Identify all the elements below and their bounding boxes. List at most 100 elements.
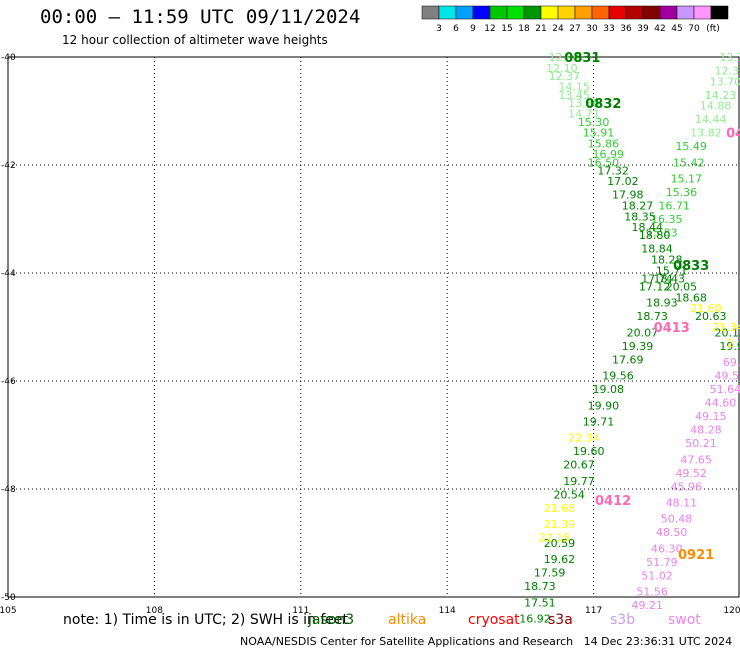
swh-value-label: 19.90 — [588, 399, 620, 412]
colorbar-swatch — [659, 5, 678, 20]
swh-value-label: 19.56 — [602, 370, 634, 383]
swh-value-label: 45.96 — [671, 480, 703, 493]
swh-value-label: 20.05 — [666, 281, 698, 294]
y-tick-label: -46 — [1, 377, 16, 387]
colorbar-tick-label: 21 — [535, 24, 546, 34]
pass-time-label: 0921 — [678, 548, 714, 563]
swh-value-label: 46.30 — [651, 542, 683, 555]
swh-value-label: 15.71 — [656, 264, 688, 277]
swh-value-label: 17.74 — [641, 272, 673, 285]
swh-value-label: 18.28 — [651, 254, 683, 267]
swh-value-label: 17.98 — [612, 189, 644, 202]
swh-value-label: 19.71 — [583, 416, 615, 429]
swh-value-label: 51.79 — [646, 556, 678, 569]
swh-value-label: 17.02 — [607, 175, 639, 188]
swh-value-label: 22.15 — [539, 532, 571, 545]
swh-value-label: 12.37 — [549, 70, 581, 83]
colorbar-tick-label: 27 — [569, 24, 580, 34]
swh-value-label: 48.28 — [690, 424, 722, 437]
colorbar-swatch — [438, 5, 457, 20]
colorbar-swatch — [574, 5, 593, 20]
colorbar-unit: (ft) — [706, 24, 720, 34]
x-tick-label: 105 — [0, 606, 17, 616]
swh-value-label: 49.50 — [714, 370, 740, 383]
swh-value-label: 14.44 — [695, 113, 727, 126]
mission-label-s3a: s3a — [548, 612, 573, 628]
colorbar-swatch — [608, 5, 627, 20]
swh-value-label: 13.82 — [690, 127, 722, 140]
swh-value-label: 69.1 — [723, 356, 740, 369]
mission-label-jason3: jason3 — [308, 612, 355, 628]
plot-area — [7, 56, 740, 598]
swh-value-label: 21.60 — [690, 302, 722, 315]
colorbar-tick-label: 6 — [453, 24, 459, 34]
swh-value-label: 16.92 — [519, 613, 551, 626]
swh-value-label: 44.60 — [705, 397, 737, 410]
swh-value-label: 14.88 — [700, 100, 732, 113]
x-tick-label: 120 — [723, 606, 740, 616]
swh-value-label: 14.23 — [705, 89, 737, 102]
swh-value-label: 18.27 — [622, 200, 654, 213]
swh-value-label: 19.77 — [563, 475, 595, 488]
pass-time-label: 0833 — [673, 259, 709, 274]
pass-time-label: 0832 — [585, 97, 621, 112]
pass-time-label: 0412 — [595, 494, 631, 509]
swh-value-label: 49.15 — [695, 410, 727, 423]
mission-label-altika: altika — [388, 612, 427, 628]
colorbar-tick-label: 39 — [637, 24, 649, 34]
swh-value-label: 51.64 — [710, 383, 740, 396]
swh-value-label: 15.83 — [646, 227, 678, 240]
swh-value-label: 20.67 — [563, 459, 595, 472]
swh-value-label: 12.94 — [549, 51, 581, 64]
colorbar-swatch — [421, 5, 440, 20]
swh-value-label: 20.13 — [714, 326, 740, 339]
colorbar-swatch — [625, 5, 644, 20]
swh-value-label: 18.35 — [624, 210, 656, 223]
swh-value-label: 19.08 — [592, 383, 624, 396]
colorbar-tick-label: 9 — [470, 24, 476, 34]
colorbar-tick-label: 24 — [552, 24, 564, 34]
swh-value-label: 20.54 — [553, 488, 585, 501]
swh-value-label: 12.34 — [714, 65, 740, 78]
swh-value-label: 16.99 — [592, 148, 624, 161]
swh-value-label: 50.21 — [685, 437, 717, 450]
swh-value-label: 17.32 — [597, 164, 629, 177]
colorbar-swatch — [710, 5, 729, 20]
swh-value-label: 18.80 — [639, 229, 671, 242]
swh-value-label: 13.70 — [710, 75, 740, 88]
swh-value-label: 13.88 — [568, 97, 600, 110]
colorbar-tick-label: 18 — [518, 24, 530, 34]
swh-value-label: 19.95 — [719, 340, 740, 353]
swh-value-label: 18.68 — [675, 291, 707, 304]
swh-value-label: 14.15 — [558, 81, 590, 94]
mission-label-swot: swot — [668, 612, 701, 628]
time-labels: 0831 0832 0833 0413 0412 0921 04 — [564, 51, 740, 563]
swh-value-label: 18.73 — [524, 580, 556, 593]
footer-credit: NOAA/NESDIS Center for Satellite Applica… — [240, 635, 733, 648]
swh-value-label: 21.68 — [544, 502, 576, 515]
colorbar-tick-label: 42 — [654, 24, 665, 34]
colorbar-swatch — [693, 5, 712, 20]
y-tick-label: -42 — [1, 161, 16, 171]
swh-value-label: 51.56 — [636, 586, 668, 599]
swh-value-label: 19.39 — [622, 340, 654, 353]
axis-labels: 105 108 111 114 117 120 -40 -42 -44 -46 -48 -50 — [0, 53, 740, 616]
swh-value-label: 48.11 — [666, 497, 698, 510]
colorbar-tick-label: 33 — [603, 24, 614, 34]
swh-value-label: 15.42 — [673, 156, 705, 169]
swh-value-label: 15.30 — [578, 116, 610, 129]
swh-value-label: 17.69 — [612, 353, 644, 366]
swh-value-label: 20.07 — [627, 326, 659, 339]
swh-value-label: 15.36 — [666, 186, 698, 199]
colorbar-swatch — [642, 5, 661, 20]
swh-value-label: 18.73 — [636, 310, 668, 323]
swh-value-label: 2 — [727, 337, 734, 350]
swh-value-label: 18.43 — [653, 272, 685, 285]
y-tick-label: -50 — [1, 593, 16, 603]
swh-value-label: 15.17 — [671, 173, 703, 186]
swh-value-label: 14.71 — [568, 108, 600, 121]
swh-value-label: 50.48 — [661, 513, 693, 526]
swh-value-label: 21.34 — [712, 321, 740, 334]
